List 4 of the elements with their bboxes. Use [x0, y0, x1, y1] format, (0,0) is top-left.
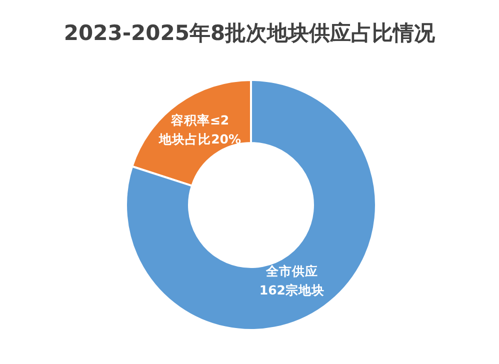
chart-title: 2023-2025年8批次地块供应占比情况	[64, 21, 436, 45]
slice-label: 全市供应 162宗地块	[259, 264, 325, 298]
slice-label: 容积率≤2 地块占比20%	[158, 112, 242, 146]
donut-slice	[125, 79, 377, 331]
